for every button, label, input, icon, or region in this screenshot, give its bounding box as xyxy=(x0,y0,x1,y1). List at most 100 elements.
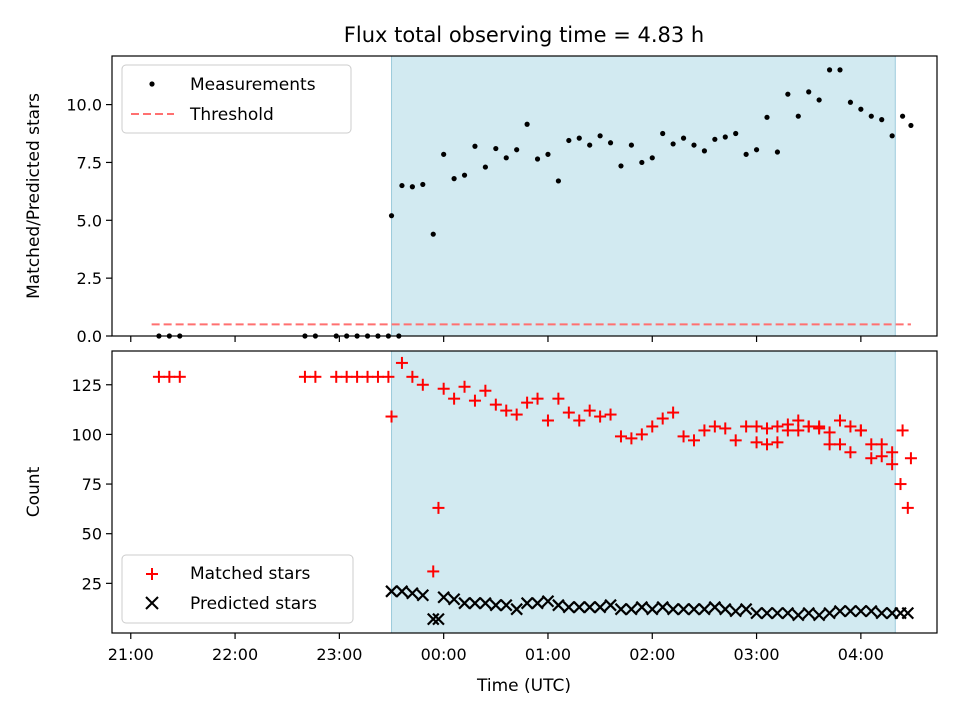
legend-bottom-box xyxy=(121,554,354,624)
measurement-point xyxy=(576,135,582,141)
measurement-point xyxy=(514,147,520,153)
matched-star-point xyxy=(834,438,847,451)
measurement-point xyxy=(701,148,708,154)
predicted-star-point xyxy=(666,602,680,616)
measurement-point xyxy=(555,178,561,184)
matched-star-point xyxy=(448,392,461,405)
measurement-point xyxy=(889,133,895,139)
matched-star-point xyxy=(583,404,596,417)
matched-star-point xyxy=(371,370,384,383)
matched-star-point xyxy=(708,420,721,433)
measurement-point xyxy=(587,142,593,148)
matched-star-point xyxy=(687,434,700,447)
matched-star-point xyxy=(521,396,534,409)
predicted-star-point xyxy=(771,606,784,620)
measurement-point xyxy=(545,151,551,157)
legend-bottom: Matched stars Predicted stars xyxy=(121,554,354,624)
matched-star-point xyxy=(541,414,554,427)
matched-star-point xyxy=(760,438,773,451)
matched-star-point xyxy=(489,398,502,411)
matched-star-point xyxy=(646,420,659,433)
predicted-star-point xyxy=(437,590,450,604)
predicted-star-point xyxy=(552,598,565,612)
matched-star-point xyxy=(163,370,176,383)
matched-star-point xyxy=(865,452,878,465)
predicted-star-point xyxy=(468,596,482,610)
predicted-star-point xyxy=(677,602,690,616)
measurement-point xyxy=(879,117,885,123)
xtick-label: 23:00 xyxy=(316,645,362,664)
predicted-star-point xyxy=(593,600,607,614)
matched-star-point xyxy=(719,422,732,435)
matched-star-point xyxy=(904,452,917,465)
bottom-panel: 25 50 75 100 125 21:00 22:00 23:00 00:00 01:00 02… xyxy=(24,350,938,696)
predicted-star-point xyxy=(760,606,774,620)
measurement-point xyxy=(753,147,760,153)
matched-star-point xyxy=(750,420,763,433)
matched-star-point xyxy=(781,424,794,437)
matched-star-point xyxy=(385,410,398,423)
matched-star-point xyxy=(395,356,408,369)
measurement-point xyxy=(785,91,791,97)
bottom-axes-frame xyxy=(111,350,938,634)
legend-predicted-marker xyxy=(145,596,159,610)
predicted-star-point xyxy=(625,602,638,616)
matched-star-point xyxy=(813,420,826,433)
matched-star-point xyxy=(844,446,857,459)
matched-star-point xyxy=(594,410,607,423)
bot-ytick-label: 100 xyxy=(71,425,102,444)
matched-star-point xyxy=(760,422,773,435)
predicted-star-point xyxy=(447,592,461,606)
matched-star-point xyxy=(865,438,878,451)
predicted-star-point xyxy=(489,598,503,612)
matched-star-point xyxy=(894,478,907,491)
matched-star-point xyxy=(656,412,669,425)
matched-star-point xyxy=(458,380,471,393)
matched-star-point xyxy=(604,408,617,421)
xtick-label: 21:00 xyxy=(108,645,154,664)
measurement-point xyxy=(420,181,426,188)
matched-star-point xyxy=(771,436,784,449)
measurement-point xyxy=(806,89,812,95)
legend-top: Measurements Threshold xyxy=(121,64,352,134)
predicted-star-point xyxy=(541,594,555,608)
predicted-star-point xyxy=(604,598,617,612)
predicted-star-point xyxy=(635,600,649,614)
predicted-star-point xyxy=(854,604,868,618)
matched-star-point xyxy=(510,408,523,421)
matched-star-point xyxy=(625,432,638,445)
measurement-point xyxy=(639,159,645,166)
predicted-star-point xyxy=(458,596,471,610)
xtick-label: 01:00 xyxy=(525,645,571,664)
measurement-point xyxy=(618,163,624,169)
matched-star-point xyxy=(427,565,440,578)
predicted-star-point xyxy=(499,598,513,612)
matched-star-point xyxy=(614,430,627,443)
matched-star-point xyxy=(432,501,445,514)
matched-star-point xyxy=(406,370,419,383)
measurement-point xyxy=(388,213,395,219)
matched-star-point xyxy=(729,434,742,447)
measurement-point xyxy=(472,143,478,149)
measurement-point xyxy=(503,155,509,161)
matched-star-point xyxy=(823,438,836,451)
bottom-y-ticks: 25 50 75 100 125 xyxy=(71,376,112,593)
legend-matched-marker xyxy=(146,568,158,580)
measurement-point xyxy=(670,141,676,147)
measurement-point xyxy=(680,135,687,141)
predicted-star-point xyxy=(865,604,878,618)
matched-star-point xyxy=(468,394,481,407)
bot-ytick-label: 125 xyxy=(71,376,102,395)
predicted-star-point xyxy=(792,608,805,622)
predicted-star-point xyxy=(739,602,753,616)
measurement-point xyxy=(534,156,541,162)
top-series xyxy=(151,67,914,339)
top-y-axis-label: Matched/Predicted stars xyxy=(24,93,44,299)
predicted-star-point xyxy=(901,606,915,620)
matched-star-point xyxy=(802,420,815,433)
matched-star-point xyxy=(854,424,867,437)
legend-threshold-label: Threshold xyxy=(189,105,274,125)
measurement-point xyxy=(868,113,874,119)
matched-star-point xyxy=(361,370,374,383)
